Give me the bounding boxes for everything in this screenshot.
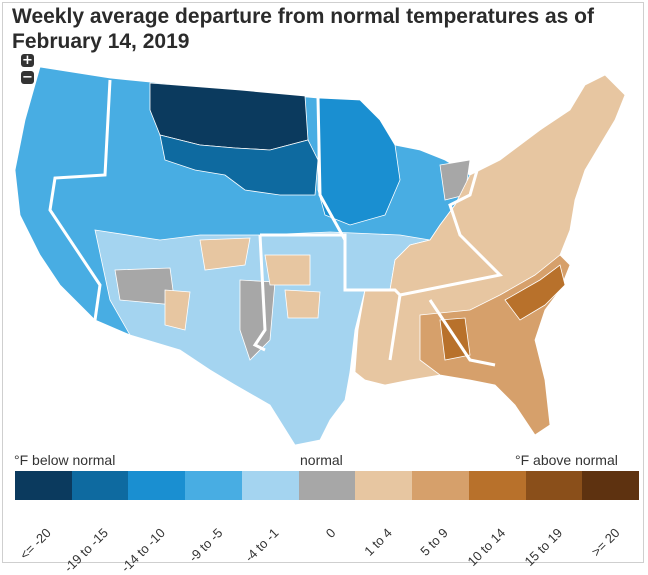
legend-bin-label: <= -20 — [17, 525, 55, 563]
legend-bin-label: 1 to 4 — [360, 525, 395, 559]
legend-bin-label: -19 to -15 — [61, 525, 112, 575]
legend-bin-label: >= 20 — [588, 525, 623, 560]
legend-swatch — [71, 471, 129, 500]
legend-swatch — [185, 471, 242, 500]
border-plains-south — [260, 233, 347, 290]
border-gulf — [428, 299, 496, 367]
region-north-plains-cold — [159, 134, 319, 196]
legend-left-caption: °F below normal — [14, 452, 116, 468]
region-carolina-warmest — [504, 264, 566, 321]
border-southeast — [399, 159, 504, 297]
map-title: Weekly average departure from normal tem… — [12, 5, 595, 53]
legend-swatch — [525, 471, 583, 500]
legend-swatch — [412, 471, 469, 500]
legend-bin-label: 10 to 14 — [464, 525, 509, 570]
legend-bin-label: -14 to -10 — [117, 525, 168, 575]
legend-bin-label: -4 to -1 — [242, 525, 282, 565]
legend-bin-label: 15 to 19 — [521, 525, 566, 570]
region-warm-west-3 — [164, 289, 191, 331]
region-warm-west-1 — [199, 237, 251, 271]
border-west-coast — [48, 79, 112, 321]
border-southwest — [252, 234, 267, 352]
legend-bin-label: 5 to 9 — [417, 525, 452, 559]
region-upper-midwest — [317, 97, 401, 226]
legend-swatch — [355, 471, 413, 500]
zoom-in-button[interactable]: + — [21, 53, 34, 68]
legend-center-caption: normal — [300, 452, 343, 468]
zoom-out-button[interactable]: − — [21, 70, 34, 85]
region-warm-west-2 — [264, 254, 311, 286]
region-warm-west-4 — [284, 289, 321, 319]
legend-color-bar — [15, 471, 640, 500]
legend-bin-label: -9 to -5 — [185, 525, 226, 565]
legend-swatch — [582, 471, 640, 500]
legend-swatch — [468, 471, 526, 500]
legend-swatch — [15, 471, 72, 500]
legend-swatch — [241, 471, 299, 500]
legend-swatch — [128, 471, 186, 500]
border-south-central — [388, 294, 402, 361]
legend-right-caption: °F above normal — [515, 452, 618, 468]
legend-bin-label: 0 — [322, 525, 339, 541]
climate-region-borders — [48, 79, 504, 367]
legend-swatch — [298, 471, 356, 500]
legend-labels: <= -20 -19 to -15 -14 to -10 -9 to -5 -4 to … — [15, 503, 639, 575]
